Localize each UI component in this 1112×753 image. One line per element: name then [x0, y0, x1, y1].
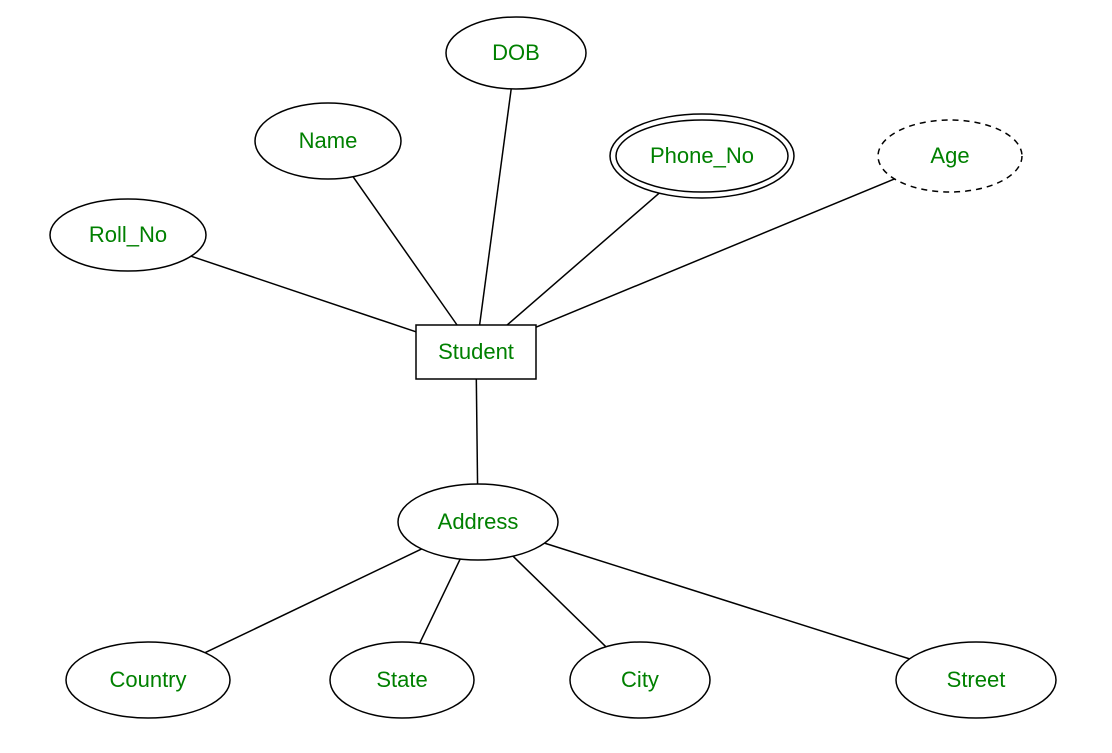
- attribute-street: Street: [896, 642, 1056, 718]
- attribute-age: Age: [878, 120, 1022, 192]
- edge-address-state: [420, 559, 460, 643]
- attr-label: State: [376, 667, 427, 692]
- attr-label: Roll_No: [89, 222, 167, 247]
- attr-label: Street: [947, 667, 1006, 692]
- attribute-city: City: [570, 642, 710, 718]
- edge-address-country: [205, 549, 422, 653]
- attr-label: Address: [438, 509, 519, 534]
- attribute-state: State: [330, 642, 474, 718]
- attr-label: City: [621, 667, 659, 692]
- attr-label: Name: [299, 128, 358, 153]
- attribute-dob: DOB: [446, 17, 586, 89]
- edge-address-street: [545, 543, 910, 659]
- edge-student-dob: [480, 89, 512, 325]
- edge-student-name: [353, 177, 457, 325]
- attr-label: Country: [109, 667, 186, 692]
- attr-label: Phone_No: [650, 143, 754, 168]
- edge-address-city: [513, 556, 606, 647]
- attribute-name: Name: [255, 103, 401, 179]
- er-diagram: Student Roll_No Name DOB Phone_No Age Address C…: [0, 0, 1112, 753]
- attribute-country: Country: [66, 642, 230, 718]
- edge-student-roll_no: [191, 256, 416, 332]
- edge-student-address: [476, 379, 477, 484]
- edge-student-phone_no: [507, 193, 659, 325]
- attribute-roll_no: Roll_No: [50, 199, 206, 271]
- attribute-phone_no: Phone_No: [610, 114, 794, 198]
- entity-student: Student: [416, 325, 536, 379]
- attr-label: Age: [930, 143, 969, 168]
- attribute-address: Address: [398, 484, 558, 560]
- entity-label: Student: [438, 339, 514, 364]
- attr-label: DOB: [492, 40, 540, 65]
